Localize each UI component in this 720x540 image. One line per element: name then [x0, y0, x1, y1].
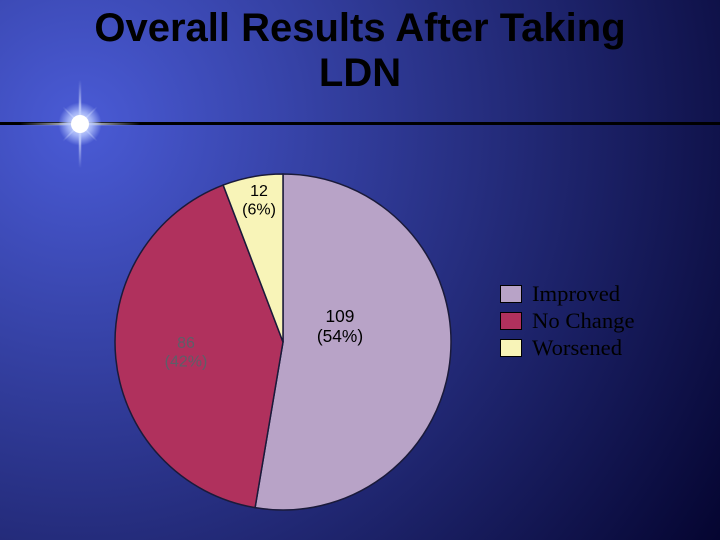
legend-item-0: Improved — [500, 281, 635, 307]
legend-swatch-icon — [500, 285, 522, 303]
legend-label: No Change — [532, 308, 635, 334]
slide: Overall Results After Taking LDN 109(54%… — [0, 0, 720, 540]
pie-chart: 109(54%)86(42%)12(6%) — [75, 134, 491, 540]
legend: ImprovedNo ChangeWorsened — [500, 280, 635, 362]
legend-item-1: No Change — [500, 308, 635, 334]
legend-item-2: Worsened — [500, 335, 635, 361]
legend-swatch-icon — [500, 312, 522, 330]
legend-swatch-icon — [500, 339, 522, 357]
legend-label: Improved — [532, 281, 620, 307]
legend-label: Worsened — [532, 335, 622, 361]
